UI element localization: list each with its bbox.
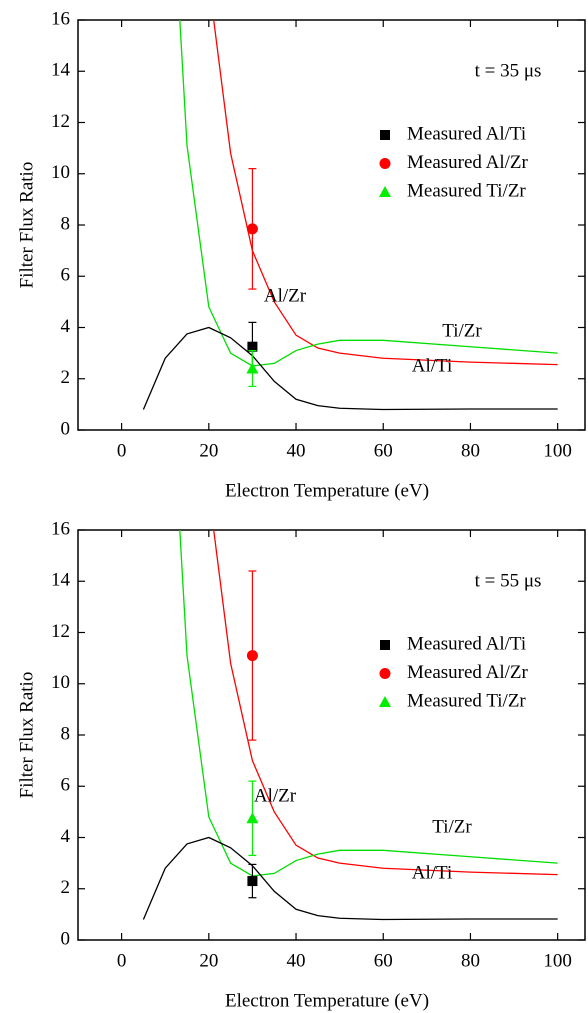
y-tick-label: 4 (61, 316, 71, 337)
x-tick-label: 20 (199, 950, 218, 971)
x-tick-label: 40 (287, 440, 306, 461)
panel: 0 2 4 6 8 10 12 14 16 0 20 40 60 80 100 Electron Temper… (16, 518, 586, 1011)
x-tick-label: 60 (374, 440, 393, 461)
x-tick-label: 0 (117, 440, 127, 461)
curve-label: Al/Zr (254, 785, 297, 806)
curve-label: Al/Ti (412, 862, 453, 883)
model-curve (213, 20, 558, 366)
annotation: t = 35 μs (475, 60, 542, 81)
plot-frame (77, 19, 586, 431)
y-tick-label: 0 (61, 928, 71, 949)
y-tick-label: 8 (61, 213, 71, 234)
marker (379, 186, 391, 197)
annotation: t = 55 μs (475, 570, 542, 591)
y-tick-label: 4 (61, 826, 71, 847)
x-axis-label: Electron Temperature (eV) (225, 990, 429, 1011)
y-tick-label: 12 (51, 621, 70, 642)
marker (246, 812, 259, 824)
x-tick-label: 0 (117, 950, 127, 971)
marker (379, 668, 391, 679)
y-tick-label: 6 (61, 775, 71, 796)
marker (246, 362, 259, 374)
y-tick-label: 10 (51, 672, 70, 693)
marker (247, 876, 258, 887)
x-tick-label: 20 (199, 440, 218, 461)
marker (380, 130, 390, 140)
x-tick-label: 80 (461, 440, 480, 461)
y-tick-label: 0 (61, 418, 71, 439)
marker (246, 223, 258, 235)
legend-label: Measured Ti/Zr (407, 690, 526, 711)
y-tick-label: 14 (51, 60, 71, 81)
curve-label: Al/Zr (264, 285, 307, 306)
y-tick-label: 2 (61, 877, 71, 898)
y-tick-label: 12 (51, 111, 70, 132)
marker (380, 640, 390, 650)
y-tick-label: 10 (51, 162, 70, 183)
y-tick-label: 6 (61, 265, 71, 286)
curve-label: Ti/Zr (442, 320, 482, 341)
plot-area (142, 20, 558, 411)
plot-area (142, 530, 558, 921)
model-curve (213, 530, 558, 876)
legend-label: Measured Ti/Zr (407, 180, 526, 201)
y-tick-label: 16 (51, 8, 70, 29)
curve-label: Ti/Zr (432, 816, 472, 837)
marker (246, 650, 258, 662)
marker (247, 341, 258, 352)
legend-label: Measured Al/Ti (407, 633, 526, 654)
legend-label: Measured Al/Zr (407, 152, 529, 173)
model-curve (142, 836, 558, 921)
panel: 0 2 4 6 8 10 12 14 16 0 20 40 60 80 100 Electron Temper… (16, 8, 586, 501)
x-tick-label: 80 (461, 950, 480, 971)
model-curve (142, 326, 558, 411)
marker (379, 158, 391, 169)
x-axis-label: Electron Temperature (eV) (225, 480, 429, 501)
legend-label: Measured Al/Ti (407, 123, 526, 144)
y-tick-label: 8 (61, 723, 71, 744)
x-tick-label: 100 (543, 950, 572, 971)
legend-label: Measured Al/Zr (407, 662, 529, 683)
curve-label: Al/Ti (412, 355, 453, 376)
marker (379, 696, 391, 707)
plot-frame (77, 529, 586, 941)
x-tick-label: 60 (374, 950, 393, 971)
y-tick-label: 16 (51, 518, 70, 539)
y-tick-label: 2 (61, 367, 71, 388)
model-curve (179, 530, 558, 877)
y-axis-label: Filter Flux Ratio (16, 162, 37, 289)
y-axis-label: Filter Flux Ratio (16, 672, 37, 799)
x-tick-label: 40 (287, 950, 306, 971)
x-tick-label: 100 (543, 440, 572, 461)
model-curve (179, 20, 558, 367)
y-tick-label: 14 (51, 570, 71, 591)
